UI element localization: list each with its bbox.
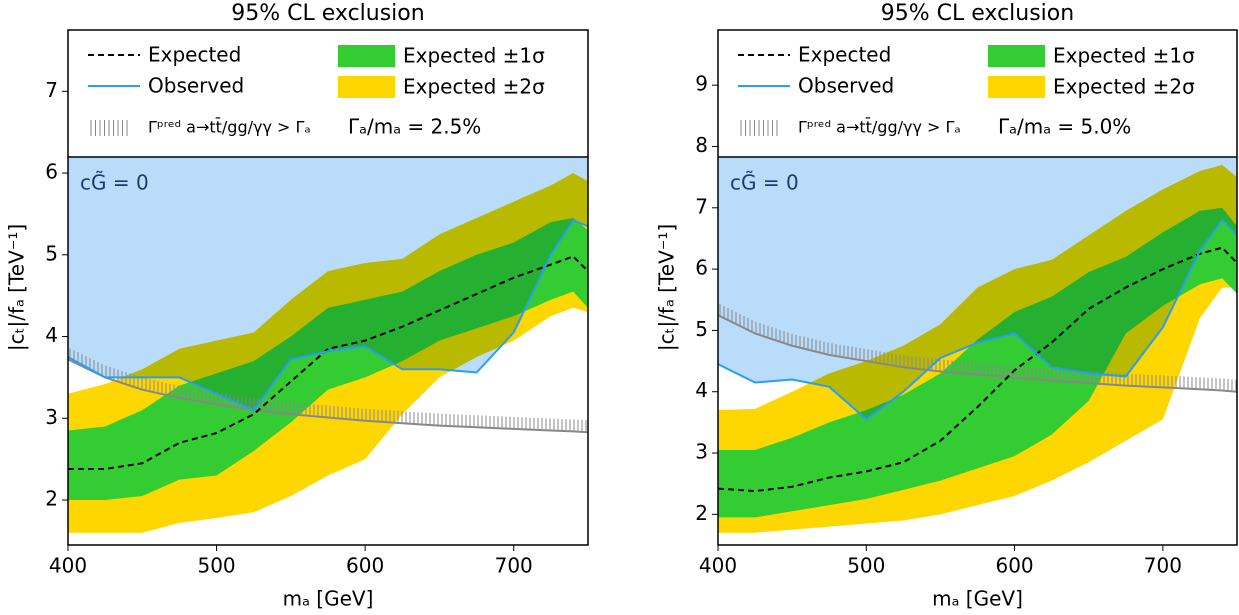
- legend-box: [68, 30, 588, 157]
- x-tick-label: 600: [995, 554, 1033, 578]
- y-axis-label: |cₜ|/fₐ [TeV⁻¹]: [5, 224, 29, 351]
- legend-label: Expected: [148, 43, 241, 67]
- legend-label: Observed: [148, 74, 244, 98]
- x-axis-label: mₐ [GeV]: [932, 587, 1023, 611]
- x-tick-label: 400: [49, 554, 87, 578]
- y-tick-label: 4: [45, 323, 58, 347]
- y-tick-label: 3: [45, 405, 58, 429]
- axes-frame: [67, 29, 589, 546]
- panel: Expected Observed Expected ±1σ Expected ±2σ…: [5, 1, 589, 611]
- annotation: cG̃ = 0: [80, 171, 149, 195]
- legend-swatch: [338, 45, 395, 67]
- excluded-region: [68, 157, 588, 411]
- width-note: Γₐ/mₐ = 2.5%: [348, 115, 481, 139]
- series-line: [68, 219, 588, 412]
- x-tick-label: 400: [699, 554, 737, 578]
- x-tick-label: 600: [346, 554, 384, 578]
- legend-label: Observed: [798, 74, 894, 98]
- x-tick-label: 700: [495, 554, 533, 578]
- x-tick-label: 500: [197, 554, 235, 578]
- legend-label: Expected: [798, 43, 891, 67]
- legend-label: Expected ±2σ: [1053, 75, 1195, 99]
- legend-label: Γᵖʳᵉᵈ a→tt̄/gg/γγ > Γₐ: [798, 118, 961, 137]
- legend-label: Expected ±2σ: [403, 75, 545, 99]
- width-curve: [718, 314, 1237, 393]
- plot-area: [718, 157, 1237, 533]
- y-tick-label: 8: [695, 133, 708, 157]
- legend-swatch: [338, 76, 395, 98]
- legend-swatch: [988, 45, 1045, 67]
- y-axis-label: |cₜ|/fₐ [TeV⁻¹]: [655, 224, 679, 351]
- y-tick-label: 5: [45, 241, 58, 265]
- y-tick-label: 5: [695, 317, 708, 341]
- x-tick-label: 700: [1144, 554, 1182, 578]
- panel: Expected Observed Expected ±1σ Expected ±2σ…: [655, 1, 1238, 611]
- y-tick-label: 2: [695, 501, 708, 525]
- x-tick-label: 500: [847, 554, 885, 578]
- series-line: [68, 255, 588, 470]
- legend-label: Expected ±1σ: [403, 44, 545, 68]
- legend-label: Expected ±1σ: [1053, 44, 1195, 68]
- series-line: [718, 246, 1237, 493]
- chart-title: 95% CL exclusion: [881, 1, 1074, 26]
- legend-swatch: [988, 76, 1045, 98]
- y-tick-label: 6: [695, 256, 708, 280]
- width-note: Γₐ/mₐ = 5.0%: [998, 115, 1131, 139]
- y-tick-label: 9: [695, 72, 708, 96]
- series-line: [718, 218, 1237, 421]
- axes-frame: [717, 29, 1238, 546]
- y-tick-label: 3: [695, 440, 708, 464]
- width-curve: [68, 358, 588, 434]
- chart-title: 95% CL exclusion: [231, 1, 424, 26]
- legend-label: Γᵖʳᵉᵈ a→tt̄/gg/γγ > Γₐ: [148, 118, 311, 137]
- legend-box: [718, 30, 1237, 157]
- y-tick-label: 6: [45, 160, 58, 184]
- x-axis-label: mₐ [GeV]: [283, 587, 374, 611]
- annotation: cG̃ = 0: [730, 171, 799, 195]
- y-tick-label: 4: [695, 378, 708, 402]
- y-tick-label: 7: [695, 194, 708, 218]
- y-tick-label: 2: [45, 487, 58, 511]
- plot-area: [68, 157, 588, 533]
- y-tick-label: 7: [45, 78, 58, 102]
